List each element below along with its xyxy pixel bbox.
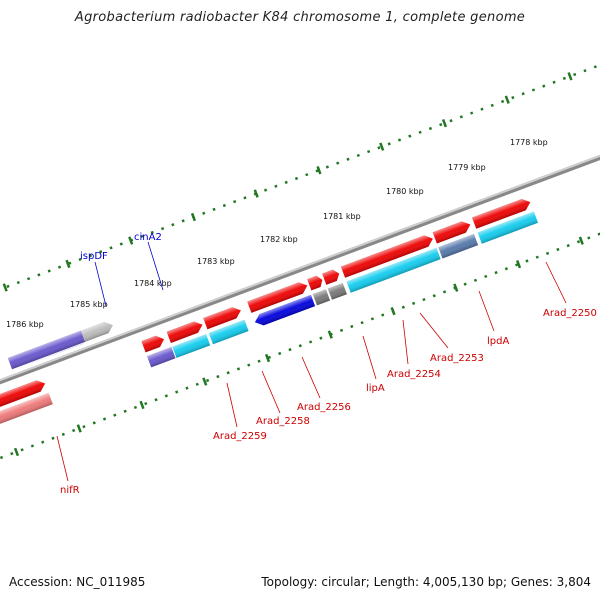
feature-red-right-edge	[472, 198, 531, 229]
feature-arad-2254	[312, 289, 331, 306]
inner-scale-dots	[0, 199, 600, 475]
inner-scale-ticks	[13, 236, 584, 457]
map-band	[0, 51, 600, 475]
feature-lipa-red	[247, 282, 308, 313]
accession-text: Accession: NC_011985	[9, 575, 146, 589]
feature-arad-2258	[172, 334, 211, 358]
gene-label-ispdf: ispDF	[80, 251, 108, 262]
feature-cyan-right-edge	[477, 211, 539, 244]
gene-label-layer: ispDF cinA2 nifR Arad_2259 Arad_2258 Ara…	[56, 232, 597, 496]
feature-ispdf-reverse	[12, 344, 84, 372]
feature-arad-2258-red	[166, 321, 203, 343]
leader-lpda	[478, 290, 495, 332]
gene-label-cina2: cinA2	[134, 232, 162, 243]
outer-scale-dots	[0, 51, 600, 327]
leader-lipa	[362, 335, 377, 380]
feature-lipa	[254, 294, 316, 326]
feature-red-nifr-neighbor	[0, 380, 46, 413]
leader-ispdf	[94, 261, 107, 307]
leader-arad-2259	[226, 382, 238, 428]
feature-arad-2250	[438, 233, 479, 259]
feature-arad-2259	[146, 347, 176, 368]
feature-arad-2259-red	[141, 335, 165, 353]
kbp-label-1778: 1778 kbp	[510, 138, 548, 147]
kbp-label-1785: 1785 kbp	[70, 300, 108, 309]
kbp-label-1782: 1782 kbp	[260, 235, 298, 244]
gene-label-arad-2259: Arad_2259	[213, 431, 267, 442]
feature-arad-2253-grey	[327, 282, 347, 300]
leader-arad-2254	[402, 319, 409, 365]
genome-stats-text: Topology: circular; Length: 4,005,130 bp…	[261, 575, 591, 589]
feature-lpda	[346, 247, 441, 293]
gene-label-nifr: nifR	[60, 485, 80, 496]
kbp-labels: 1786 kbp 1785 kbp 1784 kbp 1783 kbp 1782…	[6, 138, 548, 329]
upper-features	[7, 321, 113, 372]
kbp-label-1779: 1779 kbp	[448, 163, 486, 172]
gene-label-lipa: lipA	[366, 383, 385, 394]
outer-scale-ticks	[2, 72, 573, 292]
feature-arad-2256-red	[203, 307, 241, 330]
lower-features	[0, 198, 539, 428]
kbp-label-1780: 1780 kbp	[386, 187, 424, 196]
feature-arad-2256	[208, 319, 249, 345]
kbp-label-1786: 1786 kbp	[6, 320, 44, 329]
feature-arad-2253-red	[322, 269, 340, 285]
feature-ispdf-blue	[12, 343, 84, 371]
leader-arad-2256	[301, 356, 321, 399]
gene-label-arad-2250: Arad_2250	[543, 308, 597, 319]
kbp-label-1784: 1784 kbp	[134, 279, 172, 288]
genome-backbone	[0, 130, 600, 409]
kbp-label-1781: 1781 kbp	[323, 212, 361, 221]
leader-nifr	[56, 435, 69, 482]
gene-label-arad-2254: Arad_2254	[387, 369, 441, 380]
leader-cina2	[147, 241, 164, 291]
feature-lpda-red	[340, 235, 433, 278]
map-title: Agrobacterium radiobacter K84 chromosome…	[74, 10, 526, 25]
feature-nifr	[0, 392, 53, 428]
feature-arad-2254-red	[307, 275, 323, 291]
feature-ispdf	[7, 330, 86, 370]
gene-label-arad-2258: Arad_2258	[256, 416, 310, 427]
gene-label-arad-2256: Arad_2256	[297, 402, 351, 413]
leader-arad-2250	[545, 261, 567, 304]
gene-label-lpda: lpdA	[487, 336, 509, 347]
leader-arad-2253	[419, 312, 449, 349]
kbp-label-1783: 1783 kbp	[197, 257, 235, 266]
leader-arad-2258	[261, 370, 281, 414]
feature-arad-2250-red	[432, 221, 471, 244]
feature-cina2	[80, 321, 113, 342]
gene-label-arad-2253: Arad_2253	[430, 353, 484, 364]
